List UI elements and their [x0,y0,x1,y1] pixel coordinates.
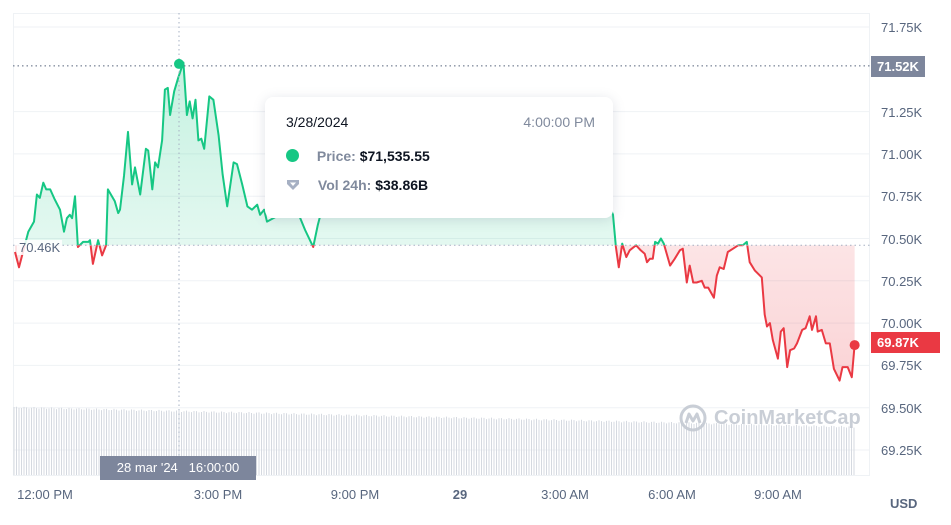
tooltip-date: 3/28/2024 [286,114,349,130]
x-tick-label: 9:00 PM [330,487,380,502]
hover-date: 28 mar '24 [116,460,178,475]
y-tick-label: 71.00K [881,146,923,162]
y-tick-label: 69.50K [881,400,923,416]
volume-shield-icon [287,180,299,190]
tooltip-price-row: Price: $71,535.55 [286,148,430,164]
x-tick-label: 9:00 AM [754,487,802,502]
price-line-down [14,245,856,382]
y-tick-label: 69.75K [881,358,923,374]
tooltip-price-value: $71,535.55 [359,148,430,164]
plot-frame [13,13,870,476]
y-tick-label: 70.50K [881,231,923,247]
y-tick-label: 71.75K [881,20,923,35]
tooltip-price-label: Price: [316,148,356,164]
hover-time-tag: 28 mar '24 16:00:00 [100,456,256,480]
coinmarketcap-logo-icon [679,404,707,432]
area-above-baseline [15,62,855,246]
x-tick-label: 6:00 AM [648,487,696,502]
area-below-baseline [15,245,855,381]
x-tick-label: 12:00 PM [17,487,73,502]
tooltip-volume-value: $38.86B [375,177,429,193]
tooltip-time: 4:00:00 PM [523,114,595,130]
hover-price-tag: 71.52K [871,56,925,77]
green-dot-icon [286,149,299,162]
last-price-tag: 69.87K [871,332,940,353]
y-tick-label: 70.00K [881,316,923,332]
watermark: CoinMarketCap [678,403,861,433]
tooltip-volume-label: Vol 24h: [317,177,372,193]
last-point [849,340,860,351]
baseline-price-label: 70.46K [17,240,63,255]
hover-time: 16:00:00 [188,460,240,475]
x-tick-label: 3:00 AM [541,487,589,502]
tooltip-volume-row: Vol 24h: $38.86B [286,177,428,193]
watermark-text: CoinMarketCap [714,406,861,429]
x-tick-label: 3:00 PM [193,487,243,502]
y-tick-label: 70.75K [881,189,923,205]
y-tick-label: 71.25K [881,104,923,120]
currency-label[interactable]: USD [890,496,918,511]
x-tick-label: 29 [452,487,468,502]
tooltip: 3/28/2024 4:00:00 PM Price: $71,535.55 V… [265,97,613,218]
y-tick-label: 70.25K [881,273,923,289]
y-tick-label: 69.25K [881,443,923,458]
hover-point [174,58,184,69]
